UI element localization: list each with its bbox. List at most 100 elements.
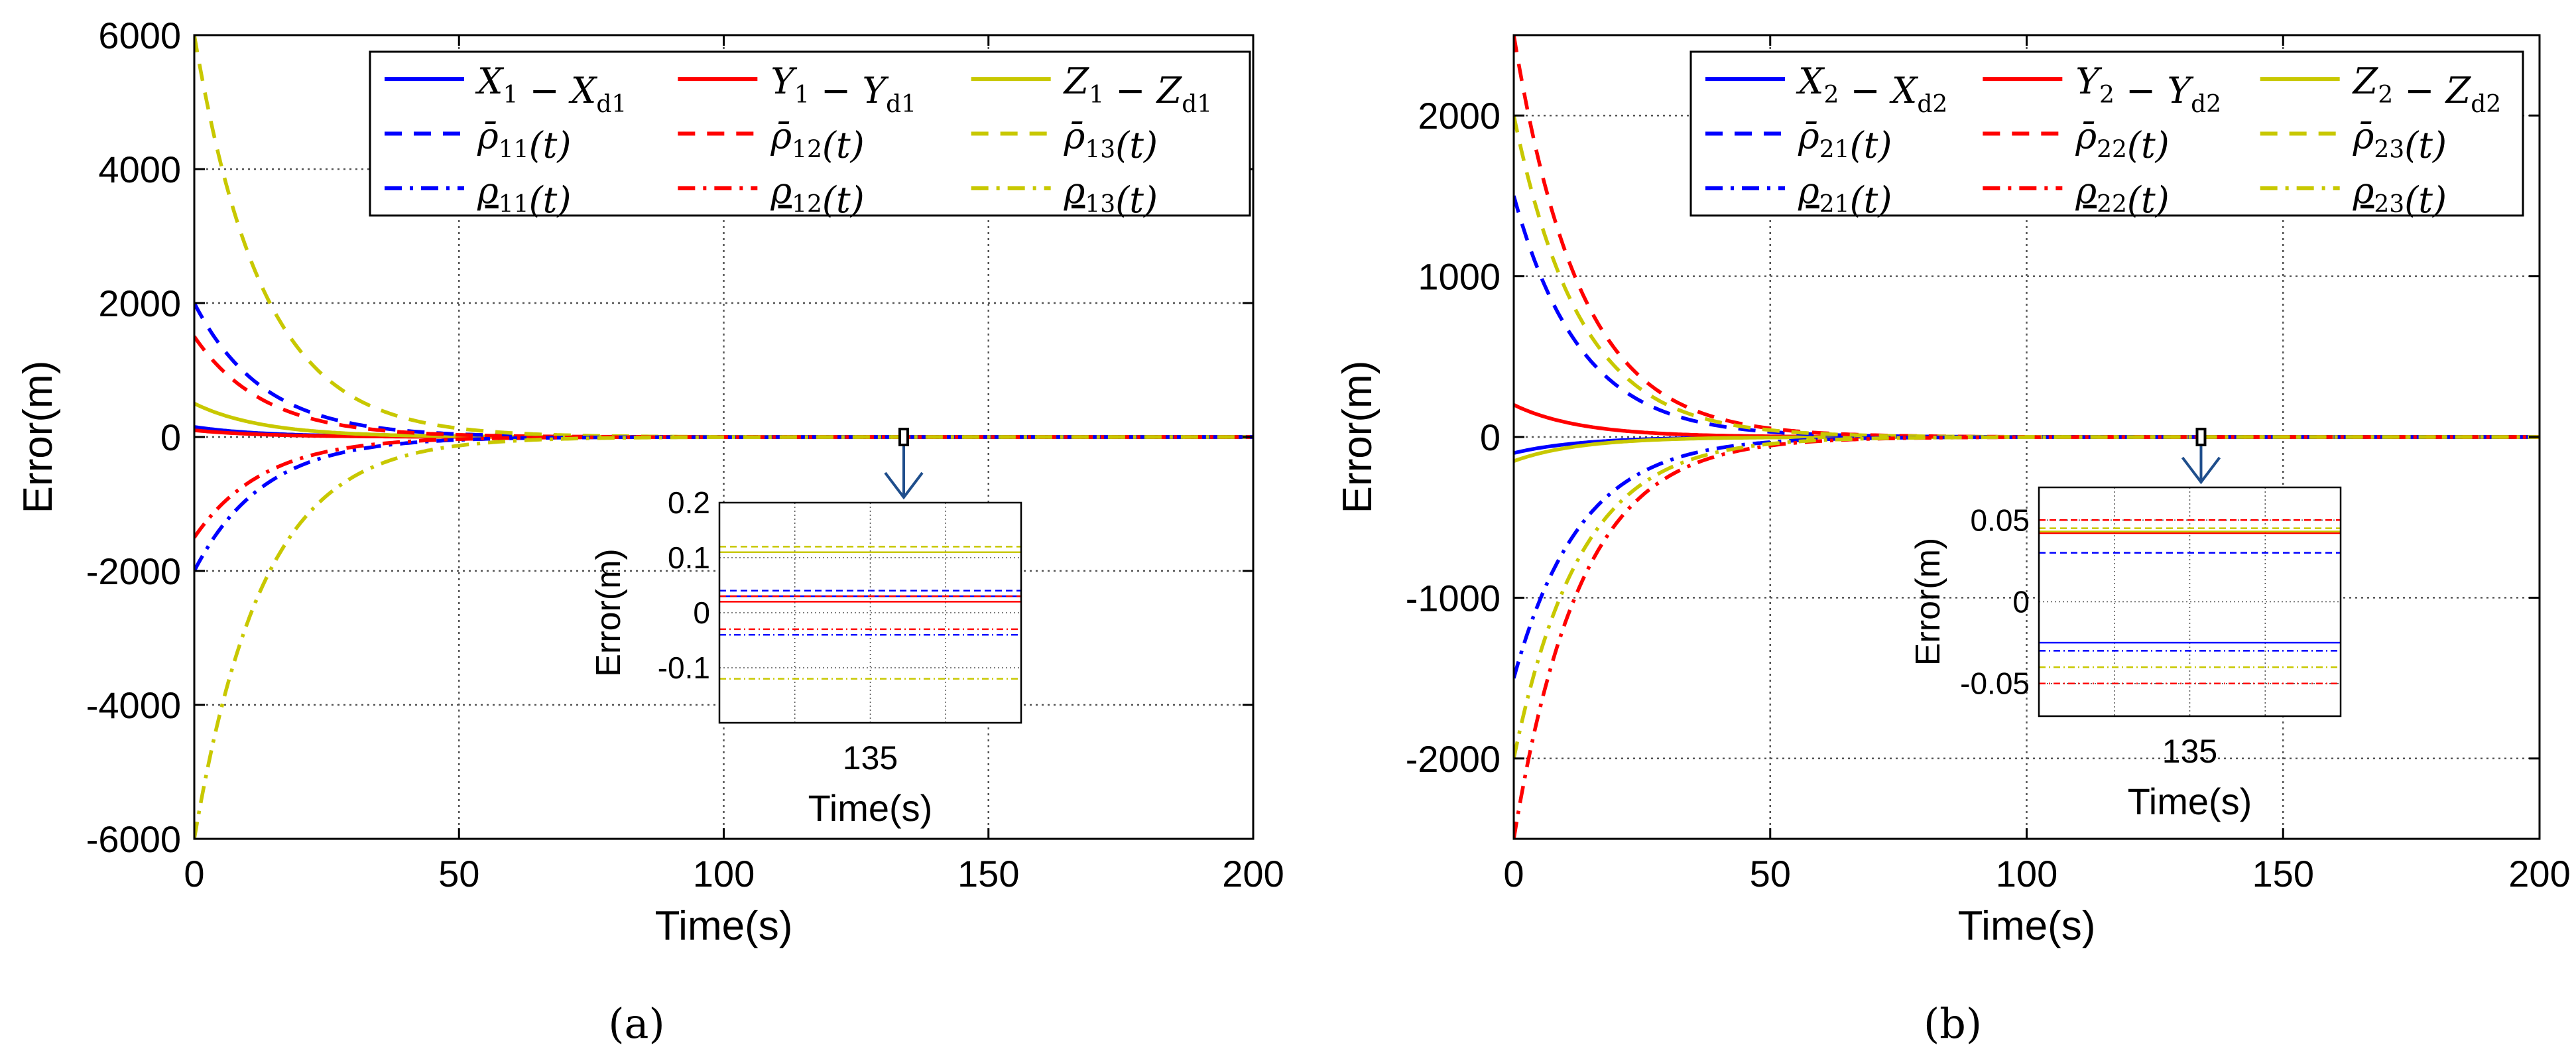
legend-text-main: ρ <box>770 170 792 212</box>
legend-text-main: ρ̄ <box>2075 115 2097 157</box>
panel-label-b: (b) <box>1924 999 1982 1048</box>
legend-label-8: ρ22(t) <box>2075 170 2169 221</box>
y-tick-label: -2000 <box>86 550 181 592</box>
y-tick-label: 0 <box>160 416 181 458</box>
legend-label-9: ρ23(t) <box>2353 170 2447 221</box>
legend-text-main: (t) <box>1850 179 1892 221</box>
legend-text-subscript: 22 <box>2097 191 2127 218</box>
panel-label-a: (a) <box>608 999 664 1048</box>
legend-box <box>369 50 1251 217</box>
legend-text-main: ρ <box>1064 170 1085 212</box>
legend-text-main: (t) <box>2127 125 2170 166</box>
series-line-7 <box>1514 435 2540 679</box>
legend-label-1: X2 − Xd2 <box>1796 60 1947 118</box>
inset-x-axis-label: Time(s) <box>2128 780 2252 822</box>
legend-text-main: ρ <box>2075 170 2097 212</box>
legend-text-subscript: 12 <box>792 137 822 164</box>
legend-text-main: − Z <box>2393 70 2472 111</box>
legend-text-subscript: 1 <box>1089 82 1104 109</box>
series-line-4 <box>1514 195 2540 439</box>
legend-text-main: (t) <box>529 179 572 221</box>
legend-text-main: − Y <box>2115 70 2194 111</box>
x-tick-label: 50 <box>438 853 479 895</box>
legend-text-main: (t) <box>2127 179 2170 221</box>
legend-text-main: − Z <box>1104 70 1183 111</box>
inset-y-tick-label: 0 <box>693 595 710 630</box>
series-line-9 <box>1514 435 2540 759</box>
legend-label-6: ρ̄13(t) <box>1064 115 1158 166</box>
inset-y-tick-label: -0.05 <box>1960 666 2030 701</box>
legend-text-main: − X <box>518 70 598 111</box>
legend-text-main: Z <box>1063 60 1090 102</box>
legend-text-subscript: 2 <box>2378 82 2393 109</box>
legend-text-subscript: 22 <box>2097 137 2127 164</box>
chart-panel-a: 0 50 100 150 200 -6000 -4000 -2000 0 2000 4000 6000… <box>15 15 1284 949</box>
legend-text-subscript: 11 <box>499 191 529 218</box>
x-tick-label: 100 <box>693 853 755 895</box>
inset-frame <box>718 501 1022 724</box>
legend-label-2: Y1 − Yd1 <box>770 60 916 118</box>
series-group <box>1514 35 2540 839</box>
legend-label-9: ρ13(t) <box>1064 170 1158 221</box>
legend-text-subscript: d1 <box>596 91 627 118</box>
legend-text-subscript: 2 <box>2099 82 2115 109</box>
y-tick-label: 6000 <box>98 15 181 56</box>
x-axis-label: Time(s) <box>655 903 793 949</box>
y-tick-label: -4000 <box>86 684 181 726</box>
y-tick-label: 1000 <box>1418 256 1501 298</box>
y-tick-label: -1000 <box>1406 577 1501 619</box>
legend-text-main: (t) <box>529 125 572 166</box>
y-tick-label: 4000 <box>98 149 181 190</box>
legend-text-main: ρ̄ <box>1798 115 1819 157</box>
legend-text-subscript: 23 <box>2374 137 2404 164</box>
zoom-marker <box>2195 428 2207 446</box>
legend-label-1: X1 − Xd1 <box>475 60 627 118</box>
legend-text-main: X <box>475 60 505 102</box>
x-tick-label: 50 <box>1750 853 1791 895</box>
inset-y-tick-label: 0.05 <box>1970 503 2030 537</box>
legend-text-main: ρ <box>2353 170 2374 212</box>
legend-text-main: (t) <box>1115 179 1158 221</box>
chart-panel-b: 0 50 100 150 200 -2000 -1000 0 1000 2000 Time(s) Er… <box>1335 34 2571 949</box>
legend-label-5: ρ̄12(t) <box>770 115 864 166</box>
legend-text-main: (t) <box>1850 125 1892 166</box>
legend-text-main: − Y <box>810 70 889 111</box>
legend-text-main: (t) <box>2404 179 2447 221</box>
legend-text-main: (t) <box>2404 125 2447 166</box>
inset-y-tick-label: 0 <box>2012 585 2030 619</box>
legend-label-3: Z1 − Zd1 <box>1063 60 1213 118</box>
legend-text-main: (t) <box>822 179 865 221</box>
legend-text-subscript: 21 <box>1819 191 1850 218</box>
legend-text-subscript: 1 <box>794 82 810 109</box>
legend-text-main: Y <box>2075 60 2102 102</box>
x-tick-label: 100 <box>1996 853 2057 895</box>
legend-text-main: − X <box>1839 70 1919 111</box>
y-tick-label: 2000 <box>1418 95 1501 137</box>
legend-text-main: Y <box>770 60 797 102</box>
legend-box <box>1689 50 2524 217</box>
x-tick-label: 200 <box>2508 853 2570 895</box>
legend-text-subscript: 1 <box>503 82 518 109</box>
inset-x-axis-label: Time(s) <box>808 787 933 829</box>
x-tick-label: 200 <box>1222 853 1284 895</box>
legend-text-subscript: 23 <box>2374 191 2404 218</box>
legend-text-subscript: d1 <box>1182 91 1212 118</box>
legend-text-main: ρ <box>477 170 499 212</box>
series-group <box>194 35 1253 839</box>
legend-text-main: ρ̄ <box>2353 115 2374 157</box>
inset-y-tick-label: -0.1 <box>658 651 710 685</box>
inset-x-tick-label: 135 <box>843 739 898 777</box>
legend-text-main: ρ <box>1798 170 1819 212</box>
legend-text-subscript: d2 <box>1917 91 1947 118</box>
legend-label-2: Y2 − Yd2 <box>2075 60 2221 118</box>
legend-text-main: X <box>1796 60 1825 102</box>
inset-x-tick-label: 135 <box>2162 733 2217 770</box>
inset-y-tick-label: 0.2 <box>668 485 710 520</box>
y-tick-label: 2000 <box>98 282 181 324</box>
inset-y-axis-label: Error(m) <box>589 548 628 677</box>
legend-text-subscript: 12 <box>792 191 822 218</box>
y-tick-label: -2000 <box>1406 738 1501 780</box>
series-line-9 <box>194 435 1253 839</box>
legend-label-4: ρ̄21(t) <box>1798 115 1892 166</box>
